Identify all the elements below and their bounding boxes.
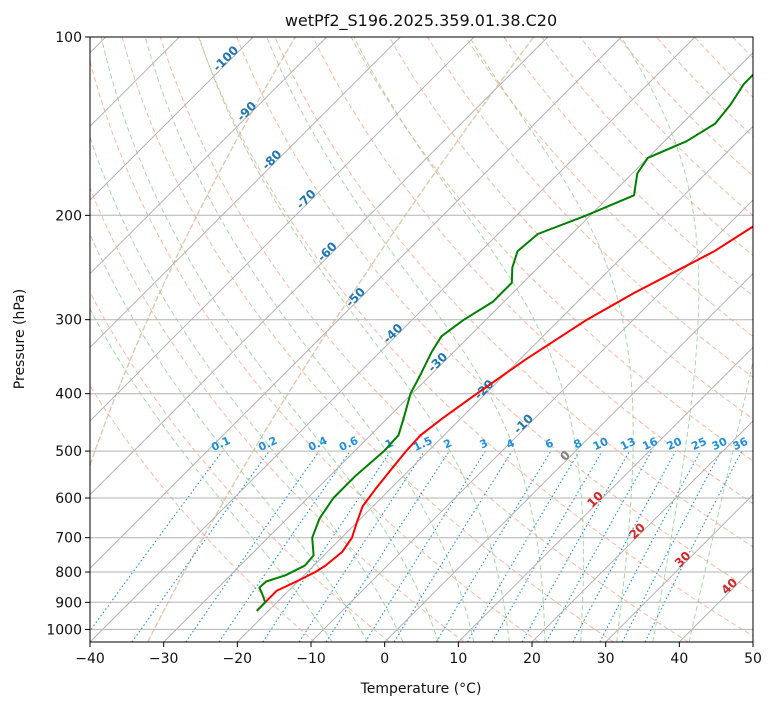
y-tick-label: 400 xyxy=(55,387,82,403)
moist-adiabat-line xyxy=(353,37,584,642)
mixing-ratio-line xyxy=(325,450,450,642)
y-axis-ticks: 100 200 300 400 500 600 700 800 900 1000 xyxy=(46,30,90,638)
dry-adiabat-line xyxy=(90,384,316,642)
moist-adiabat-line xyxy=(90,232,369,642)
isotherm-line xyxy=(605,493,753,642)
isotherm-line xyxy=(90,37,401,349)
moist-adiabat-line xyxy=(100,37,439,642)
dewpoint-profile-line xyxy=(256,73,753,612)
pressure-gridlines xyxy=(90,37,753,630)
x-tick-label: −40 xyxy=(75,651,105,667)
x-tick-label: 50 xyxy=(744,651,762,667)
isotherm-line xyxy=(531,420,753,642)
x-tick-label: 30 xyxy=(597,651,615,667)
isotherm-line xyxy=(90,37,254,201)
isotherm-line xyxy=(90,37,328,275)
y-tick-label: 300 xyxy=(55,313,82,329)
mixing-ratio-line xyxy=(393,450,513,642)
y-tick-label: 600 xyxy=(55,491,82,507)
moist-adiabats xyxy=(90,37,753,642)
isotherm-line xyxy=(457,346,753,642)
mixing-ratio-line xyxy=(545,450,653,642)
mixing-ratio-line xyxy=(298,450,425,642)
isotherm-line xyxy=(90,37,549,496)
y-axis-label: Pressure (hPa) xyxy=(12,289,28,389)
dry-adiabat-line xyxy=(90,186,465,642)
x-axis-ticks: −40 −30 −20 −10 0 10 20 30 40 50 xyxy=(75,642,762,667)
isotherm-line xyxy=(163,51,753,642)
isotherm-line xyxy=(90,37,622,570)
moist-adiabat-line xyxy=(266,37,546,642)
moist-adiabat-line xyxy=(144,37,475,642)
mixing-ratio-label: 25 xyxy=(689,435,708,453)
isotherm-line xyxy=(310,199,753,642)
mixing-ratio-line xyxy=(90,450,223,632)
mixing-ratio-line xyxy=(262,450,392,642)
mixing-ratio-lines xyxy=(90,450,743,642)
mixing-ratio-line xyxy=(218,450,351,642)
mixing-ratio-line xyxy=(131,450,270,642)
x-tick-label: −10 xyxy=(296,651,326,667)
mixing-ratio-line xyxy=(185,450,320,642)
dry-adiabat-line xyxy=(426,37,753,379)
mixing-ratio-line xyxy=(572,450,677,642)
moist-adiabat-line xyxy=(688,358,753,642)
dry-adiabat-line xyxy=(274,37,753,548)
y-tick-label: 200 xyxy=(55,208,82,224)
dry-adiabat-line xyxy=(503,37,753,297)
y-tick-label: 500 xyxy=(55,444,82,460)
moist-adiabat-line xyxy=(90,135,404,642)
y-tick-label: 800 xyxy=(55,565,82,581)
mixing-ratio-line xyxy=(521,450,630,642)
x-tick-label: −20 xyxy=(223,651,253,667)
dry-adiabat-line xyxy=(198,37,753,637)
dry-adiabat-line xyxy=(90,291,390,642)
moist-adiabat-line xyxy=(90,308,333,642)
dry-adiabat-line xyxy=(236,37,753,592)
x-axis-label: Temperature (°C) xyxy=(360,681,482,697)
x-tick-label: 20 xyxy=(523,651,541,667)
special-adiabat-line xyxy=(147,37,535,642)
dry-adiabat-line xyxy=(159,37,689,642)
dry-adiabat-line xyxy=(90,59,540,642)
isotherm-line xyxy=(90,37,475,422)
special-curves xyxy=(90,37,535,642)
y-tick-label: 700 xyxy=(55,531,82,547)
isotherm-line xyxy=(384,272,753,642)
chart-title: wetPf2_S196.2025.359.01.38.C20 xyxy=(285,11,557,31)
x-tick-label: 0 xyxy=(380,651,389,667)
plot-frame xyxy=(89,36,754,643)
dry-adiabat-line xyxy=(121,37,614,642)
isotherms xyxy=(90,37,753,642)
x-tick-label: 10 xyxy=(449,651,467,667)
moist-adiabat-line xyxy=(198,37,510,642)
x-tick-label: −30 xyxy=(149,651,179,667)
isotherm-line xyxy=(236,125,753,642)
dry-adiabat-line xyxy=(350,37,753,462)
mixing-ratio-label: 36 xyxy=(731,435,751,453)
mixing-ratio-line xyxy=(644,450,743,642)
y-tick-label: 1000 xyxy=(46,622,82,638)
profiles xyxy=(256,73,753,612)
dry-adiabats xyxy=(90,37,753,642)
y-tick-label: 900 xyxy=(55,595,82,611)
mixing-ratio-label: 13 xyxy=(618,435,637,453)
mixing-ratio-label: 10 xyxy=(591,435,611,453)
temperature-profile-line xyxy=(256,225,753,612)
y-tick-label: 100 xyxy=(55,30,82,46)
isotherm-line xyxy=(90,37,696,642)
mixing-ratio-label: 20 xyxy=(665,435,685,453)
x-tick-label: 40 xyxy=(670,651,688,667)
plot-area: 0.1 0.2 0.4 0.6 1 1.5 2 3 4 6 8 10 13 16 20 25 30 36-100-… xyxy=(90,37,753,642)
mixing-ratio-label: 16 xyxy=(640,435,660,453)
moist-adiabat-line xyxy=(620,37,700,642)
mixing-ratio-label: 30 xyxy=(710,435,730,453)
